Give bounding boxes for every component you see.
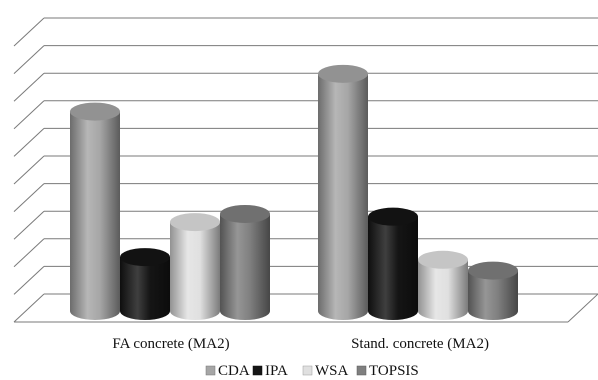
legend-label: TOPSIS <box>369 363 419 379</box>
bar-cda-2 <box>318 64 368 320</box>
bar-body <box>468 270 518 320</box>
gridline-side <box>13 128 45 157</box>
legend-item-wsa: WSA <box>302 363 349 379</box>
legend-label: CDA <box>218 363 250 379</box>
bar-topsis-2 <box>468 261 518 320</box>
legend: CDA IPA WSA TOPSIS <box>205 363 419 379</box>
bar-body <box>418 259 468 320</box>
bar-wsa-2 <box>418 250 468 320</box>
bar-cap <box>70 102 120 121</box>
legend-swatch <box>356 365 367 376</box>
bar-cda-1 <box>70 102 120 320</box>
bar-cap <box>120 248 170 267</box>
gridline-side <box>13 293 45 323</box>
bar-body <box>220 213 270 320</box>
bar-cap <box>368 207 418 226</box>
bar-cap <box>220 204 270 223</box>
legend-swatch <box>252 365 263 376</box>
bar-wsa-1 <box>170 213 220 320</box>
bar-cap <box>318 64 368 83</box>
bar-body <box>368 216 418 320</box>
bar-ipa-2 <box>368 207 418 320</box>
gridline-side <box>13 45 45 74</box>
bar-body <box>170 222 220 320</box>
bar-body <box>318 73 368 320</box>
bar-cap <box>418 250 468 269</box>
bar-body <box>70 111 120 320</box>
floor-edge-right <box>567 293 598 323</box>
bar-body <box>120 257 170 320</box>
legend-swatch <box>302 365 313 376</box>
bar-cap <box>170 213 220 232</box>
gridline-side <box>13 100 45 130</box>
legend-label: IPA <box>265 363 288 379</box>
gridline-side <box>13 210 45 240</box>
legend-swatch <box>205 365 216 376</box>
bar-topsis-1 <box>220 204 270 320</box>
category-axis: FA concrete (MA2) Stand. concrete (MA2) <box>112 336 489 352</box>
gridline-side <box>13 266 45 295</box>
legend-label: WSA <box>315 363 349 379</box>
gridline-side <box>13 238 45 268</box>
legend-item-topsis: TOPSIS <box>356 363 419 379</box>
gridline-side <box>13 17 45 47</box>
category-label: FA concrete (MA2) <box>112 336 229 352</box>
gridline-side <box>13 183 45 212</box>
category-label: Stand. concrete (MA2) <box>351 336 489 352</box>
bar-ipa-1 <box>120 248 170 320</box>
legend-item-ipa: IPA <box>252 363 288 379</box>
gridline-side <box>13 155 45 185</box>
gridline-side <box>13 72 45 102</box>
legend-item-cda: CDA <box>205 363 250 379</box>
bar-cap <box>468 261 518 280</box>
plot-area <box>70 64 518 320</box>
